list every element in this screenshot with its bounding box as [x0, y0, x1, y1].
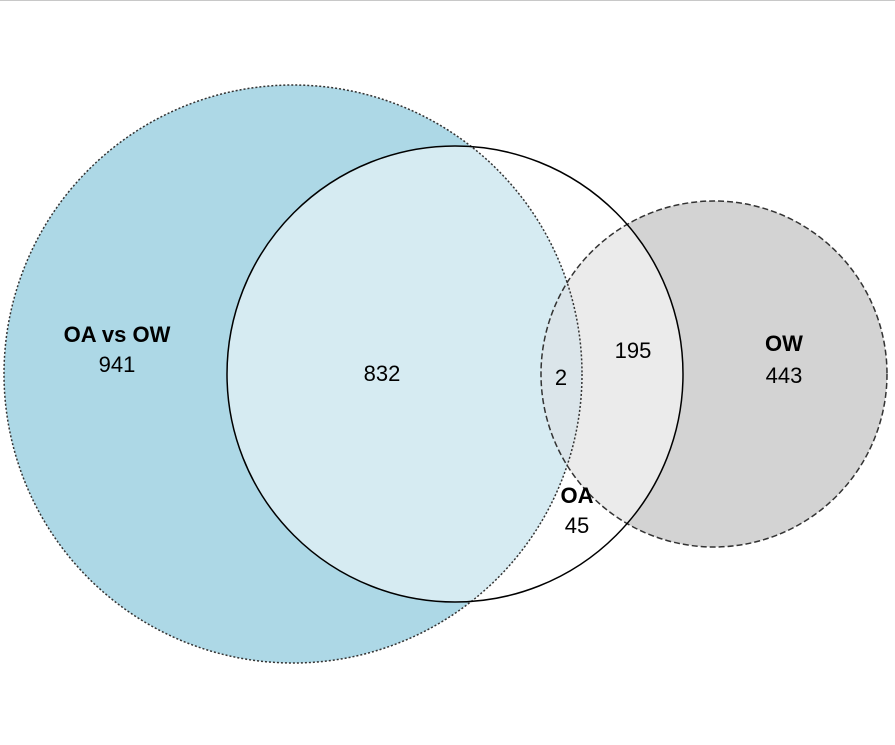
label-ow: OW [765, 331, 803, 356]
count-oa-only: 45 [565, 513, 589, 538]
count-oa-vs-ow-only: 941 [99, 352, 136, 377]
region-oa-and-ow [541, 201, 683, 547]
count-oa-and-ow: 195 [615, 338, 652, 363]
count-ow-only: 443 [766, 363, 803, 388]
region-oa-vs-ow-and-oa [227, 146, 582, 602]
outline-oa-vs-ow [3, 84, 583, 664]
count-oa-vs-ow-and-oa: 832 [364, 361, 401, 386]
label-oa-vs-ow: OA vs OW [64, 322, 171, 347]
top-border [0, 0, 895, 1]
outline-oa [226, 145, 684, 603]
outline-ow [540, 200, 888, 548]
count-triple: 2 [555, 365, 567, 390]
label-oa: OA [561, 483, 594, 508]
